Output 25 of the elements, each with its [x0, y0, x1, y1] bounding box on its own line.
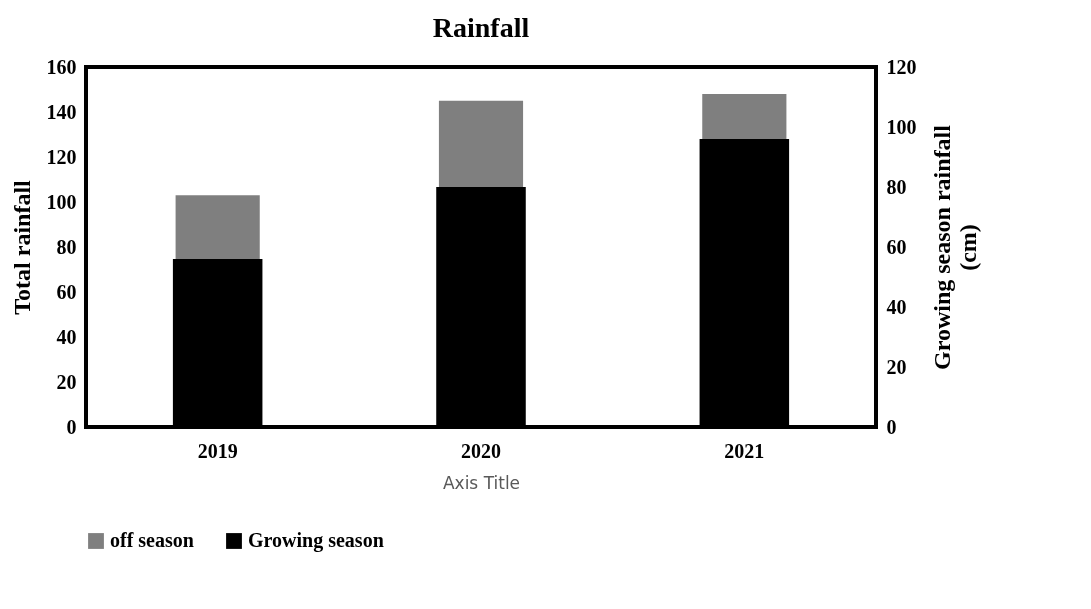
y-tick-label: 20	[56, 370, 77, 393]
x-tick-label: 2021	[724, 439, 765, 462]
y2-tick-label: 0	[886, 415, 897, 438]
x-tick-label: 2020	[461, 439, 501, 462]
y-tick-label: 120	[46, 145, 77, 168]
y-tick-label: 100	[46, 190, 77, 213]
y2-tick-label: 20	[886, 355, 907, 378]
y-tick-label: 40	[56, 325, 77, 348]
y2-tick-label: 40	[886, 295, 907, 318]
y-tick-label: 60	[56, 280, 77, 303]
y-axis-title: Total rainfall	[8, 179, 35, 315]
y-tick-label: 0	[66, 415, 77, 438]
y2-tick-label: 100	[886, 115, 917, 138]
y-tick-label: 160	[46, 55, 77, 78]
legend-label: off season	[110, 529, 194, 551]
y2-tick-label: 120	[886, 55, 917, 78]
y2-tick-label: 80	[886, 175, 907, 198]
y-tick-label: 80	[56, 235, 77, 258]
y2-tick-label: 60	[886, 235, 907, 258]
legend-label: Growing season	[248, 529, 384, 552]
chart-title: Rainfall	[432, 12, 530, 43]
x-tick-label: 2019	[197, 439, 238, 462]
y2-axis-title: Growing season rainfall (cm)	[928, 124, 981, 370]
x-axis-title: Axis Title	[442, 472, 521, 493]
y-tick-label: 140	[46, 100, 77, 123]
